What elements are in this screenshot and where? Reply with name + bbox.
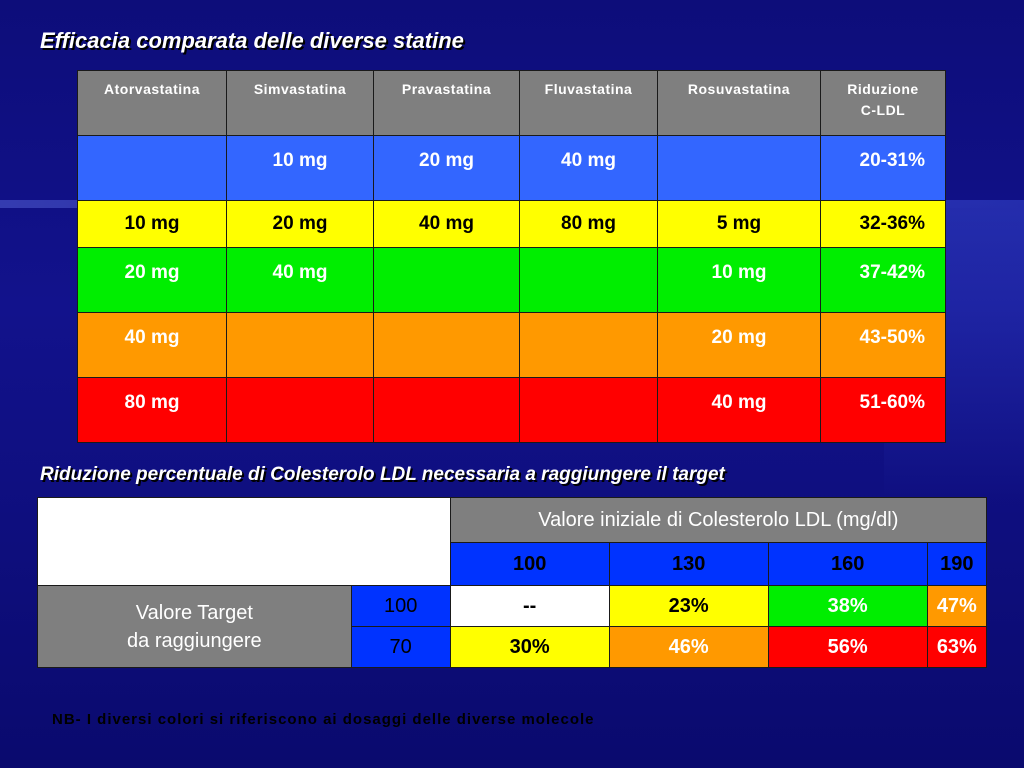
table-cell xyxy=(519,312,658,378)
table-header-row: Atorvastatina Simvastatina Pravastatina … xyxy=(77,70,946,136)
table-cell: 20 mg xyxy=(77,247,227,313)
table-cell: 10 mg xyxy=(226,135,374,201)
header-pravastatina: Pravastatina xyxy=(373,70,520,136)
table-row: 80 mg 40 mg 51-60% xyxy=(77,377,946,443)
target-header-row: Valore iniziale di Colesterolo LDL (mg/d… xyxy=(37,497,988,586)
header-rosuvastatina: Rosuvastatina xyxy=(657,70,821,136)
table-cell xyxy=(373,312,520,378)
blank-corner-cell xyxy=(37,497,451,586)
table-cell: 80 mg xyxy=(77,377,227,443)
table-cell: 20 mg xyxy=(226,200,374,248)
reduction-needed-cell: 47% xyxy=(926,585,988,627)
target-row: Valore Target da raggiungere 100 -- 23% … xyxy=(37,585,988,668)
target-value-cell: 70 xyxy=(350,626,451,668)
target-row: 70 30% 46% 56% 63% xyxy=(38,626,988,668)
footnote: NB- I diversi colori si riferiscono ai d… xyxy=(52,711,595,728)
reduction-cell: 20-31% xyxy=(820,135,946,201)
reduction-needed-cell: -- xyxy=(449,585,610,627)
table-row: 10 mg 20 mg 40 mg 80 mg 5 mg 32-36% xyxy=(77,200,946,248)
table-cell xyxy=(373,377,520,443)
table-cell: 80 mg xyxy=(519,200,658,248)
table-cell: 10 mg xyxy=(77,200,227,248)
table-cell: 40 mg xyxy=(226,247,374,313)
table-cell: 20 mg xyxy=(373,135,520,201)
reduction-needed-cell: 56% xyxy=(767,626,928,668)
initial-value-cell: 160 xyxy=(767,542,928,586)
table-row: 20 mg 40 mg 10 mg 37-42% xyxy=(77,247,946,313)
reduction-cell: 37-42% xyxy=(820,247,946,313)
reduction-needed-cell: 38% xyxy=(767,585,928,627)
target-label-cell: Valore Target da raggiungere xyxy=(37,585,352,668)
initial-value-cell: 190 xyxy=(926,542,988,586)
table-cell: 5 mg xyxy=(657,200,821,248)
table-cell xyxy=(519,247,658,313)
initial-values-row: 100 130 160 190 xyxy=(38,542,988,586)
target-label-line1: Valore Target xyxy=(135,601,253,624)
table-cell xyxy=(519,377,658,443)
initial-value-header: Valore iniziale di Colesterolo LDL (mg/d… xyxy=(449,497,988,543)
initial-value-cell: 100 xyxy=(449,542,610,586)
header-fluvastatina: Fluvastatina xyxy=(519,70,658,136)
table-cell: 40 mg xyxy=(657,377,821,443)
header-riduzione-line1: Riduzione xyxy=(847,81,919,97)
reduction-cell: 51-60% xyxy=(820,377,946,443)
header-riduzione-cldl: Riduzione C-LDL xyxy=(820,70,946,136)
table-row: 40 mg 20 mg 43-50% xyxy=(77,312,946,378)
reduction-needed-cell: 63% xyxy=(926,626,988,668)
header-simvastatina: Simvastatina xyxy=(226,70,374,136)
reduction-cell: 43-50% xyxy=(820,312,946,378)
table-cell xyxy=(373,247,520,313)
reduction-cell: 32-36% xyxy=(820,200,946,248)
table-cell: 40 mg xyxy=(519,135,658,201)
table-cell xyxy=(226,377,374,443)
table-cell: 20 mg xyxy=(657,312,821,378)
table-cell xyxy=(657,135,821,201)
initial-value-cell: 130 xyxy=(608,542,769,586)
table-cell: 40 mg xyxy=(77,312,227,378)
reduction-needed-cell: 30% xyxy=(449,626,610,668)
table-cell xyxy=(226,312,374,378)
reduction-needed-cell: 23% xyxy=(608,585,769,627)
table-row: 10 mg 20 mg 40 mg 20-31% xyxy=(77,135,946,201)
section-subtitle: Riduzione percentuale di Colesterolo LDL… xyxy=(40,464,725,485)
statin-efficacy-table: Atorvastatina Simvastatina Pravastatina … xyxy=(77,70,946,443)
header-riduzione-line2: C-LDL xyxy=(860,102,906,118)
table-cell xyxy=(77,135,227,201)
slide-title: Efficacia comparata delle diverse statin… xyxy=(40,28,464,53)
table-cell: 10 mg xyxy=(657,247,821,313)
ldl-target-table: Valore iniziale di Colesterolo LDL (mg/d… xyxy=(37,497,988,668)
header-atorvastatina: Atorvastatina xyxy=(77,70,227,136)
target-label-line2: da raggiungere xyxy=(127,629,262,652)
target-value-cell: 100 xyxy=(350,585,451,627)
table-cell: 40 mg xyxy=(373,200,520,248)
reduction-needed-cell: 46% xyxy=(608,626,769,668)
